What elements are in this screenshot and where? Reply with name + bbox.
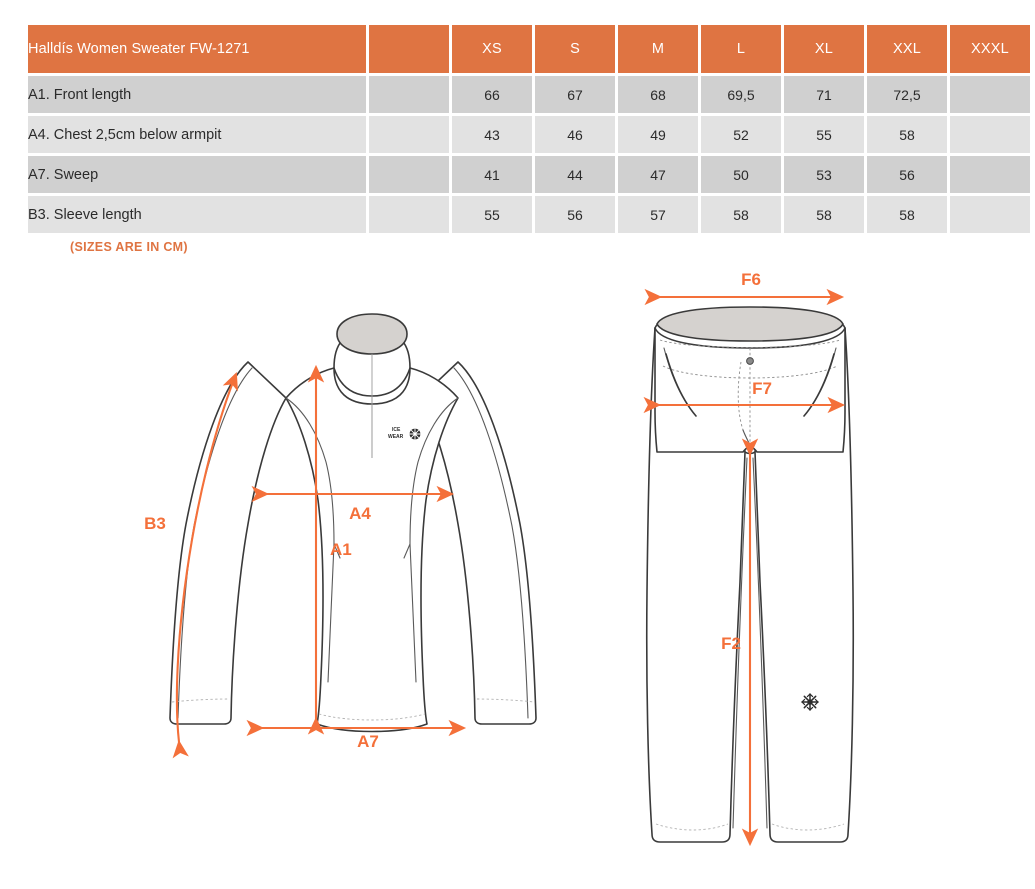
cell-value: 58 — [701, 196, 781, 233]
dimension-label-a4: A4 — [349, 504, 371, 523]
cell-value: 57 — [618, 196, 698, 233]
left-sleeve — [169, 361, 287, 725]
cell-value: 69,5 — [701, 76, 781, 113]
cell-value: 47 — [618, 156, 698, 193]
cell-value: 72,5 — [867, 76, 947, 113]
right-side-seam — [409, 543, 417, 683]
units-note: (SIZES ARE IN CM) — [70, 240, 188, 254]
dimension-a1: A1 — [307, 364, 352, 735]
trousers-illustration: F6 F7 F2 — [643, 270, 855, 847]
cell-value: 52 — [701, 116, 781, 153]
size-header-s: S — [535, 25, 615, 73]
dimension-a4: A4 — [251, 485, 455, 523]
brand-line-2: WEAR — [388, 434, 404, 440]
size-header-xxxl: XXXL — [950, 25, 1030, 73]
size-header-m: M — [618, 25, 698, 73]
cell-value: 55 — [784, 116, 864, 153]
row-spacer-cell — [369, 196, 449, 233]
right-sleeve — [419, 361, 537, 725]
b3-arrow — [172, 372, 238, 759]
cell-value: 71 — [784, 76, 864, 113]
cell-value: 67 — [535, 76, 615, 113]
table-row: B3. Sleeve length 55 56 57 58 58 58 — [28, 196, 1030, 233]
dimension-label-a7: A7 — [357, 732, 379, 751]
collar-inner-lining — [336, 313, 408, 355]
dimension-a7: A7 — [246, 719, 467, 751]
measurement-label: B3. Sleeve length — [28, 196, 366, 233]
header-spacer-cell — [369, 25, 449, 73]
snowflake-icon — [801, 693, 819, 711]
dimension-f7: F7 — [643, 379, 846, 414]
cell-value: 41 — [452, 156, 532, 193]
product-title: Halldís Women Sweater FW-1271 — [28, 25, 366, 73]
brand-line-1: ICE — [392, 427, 401, 433]
row-spacer-cell — [369, 116, 449, 153]
size-chart-table: Halldís Women Sweater FW-1271 XS S M L X… — [25, 22, 1033, 236]
cell-value: 44 — [535, 156, 615, 193]
table-row: A1. Front length 66 67 68 69,5 71 72,5 — [28, 76, 1030, 113]
measurement-label: A4. Chest 2,5cm below armpit — [28, 116, 366, 153]
cell-value: 58 — [867, 116, 947, 153]
cell-value: 53 — [784, 156, 864, 193]
dimension-b3: B3 — [144, 372, 238, 759]
right-raglan-seam — [409, 397, 459, 545]
cell-value: 68 — [618, 76, 698, 113]
crotch-point — [744, 451, 756, 455]
cell-value: 58 — [784, 196, 864, 233]
cell-value — [950, 156, 1030, 193]
dimension-label-a1: A1 — [330, 540, 352, 559]
left-hem-stitch — [655, 823, 729, 831]
dimension-label-b3: B3 — [144, 514, 166, 533]
cell-value — [950, 196, 1030, 233]
measurement-label: A7. Sweep — [28, 156, 366, 193]
size-header-l: L — [701, 25, 781, 73]
underarm-notch — [333, 543, 411, 559]
size-header-xs: XS — [452, 25, 532, 73]
size-header-xl: XL — [784, 25, 864, 73]
cell-value — [950, 76, 1030, 113]
row-spacer-cell — [369, 156, 449, 193]
cell-value: 55 — [452, 196, 532, 233]
row-spacer-cell — [369, 76, 449, 113]
cell-value — [950, 116, 1030, 153]
left-raglan-seam — [285, 397, 335, 545]
cell-value: 56 — [867, 156, 947, 193]
snowflake-icon — [409, 428, 421, 440]
cell-value: 43 — [452, 116, 532, 153]
cell-value: 66 — [452, 76, 532, 113]
sweater-illustration: ICE WEAR B3 A1 A4 — [144, 313, 537, 759]
right-hem-stitch — [771, 823, 845, 831]
dimension-label-f2: F2 — [721, 634, 741, 653]
dimension-f2: F2 — [721, 438, 759, 847]
dimension-label-f7: F7 — [752, 379, 772, 398]
measurement-label: A1. Front length — [28, 76, 366, 113]
table-header-row: Halldís Women Sweater FW-1271 XS S M L X… — [28, 25, 1030, 73]
waistband-opening — [656, 306, 844, 342]
dimension-f6: F6 — [644, 270, 845, 306]
dimension-label-f6: F6 — [741, 270, 761, 289]
cell-value: 49 — [618, 116, 698, 153]
right-sleeve-inner-seam — [453, 367, 529, 719]
waistband-stitch — [659, 339, 841, 348]
cell-value: 56 — [535, 196, 615, 233]
left-side-seam — [327, 543, 335, 683]
waist-button-icon — [746, 357, 754, 365]
cell-value: 58 — [867, 196, 947, 233]
garment-illustrations: ICE WEAR B3 A1 A4 — [0, 262, 1035, 889]
size-header-xxl: XXL — [867, 25, 947, 73]
cell-value: 50 — [701, 156, 781, 193]
table-row: A7. Sweep 41 44 47 50 53 56 — [28, 156, 1030, 193]
table-row: A4. Chest 2,5cm below armpit 43 46 49 52… — [28, 116, 1030, 153]
ice-wear-logo: ICE WEAR — [388, 427, 421, 440]
cell-value: 46 — [535, 116, 615, 153]
